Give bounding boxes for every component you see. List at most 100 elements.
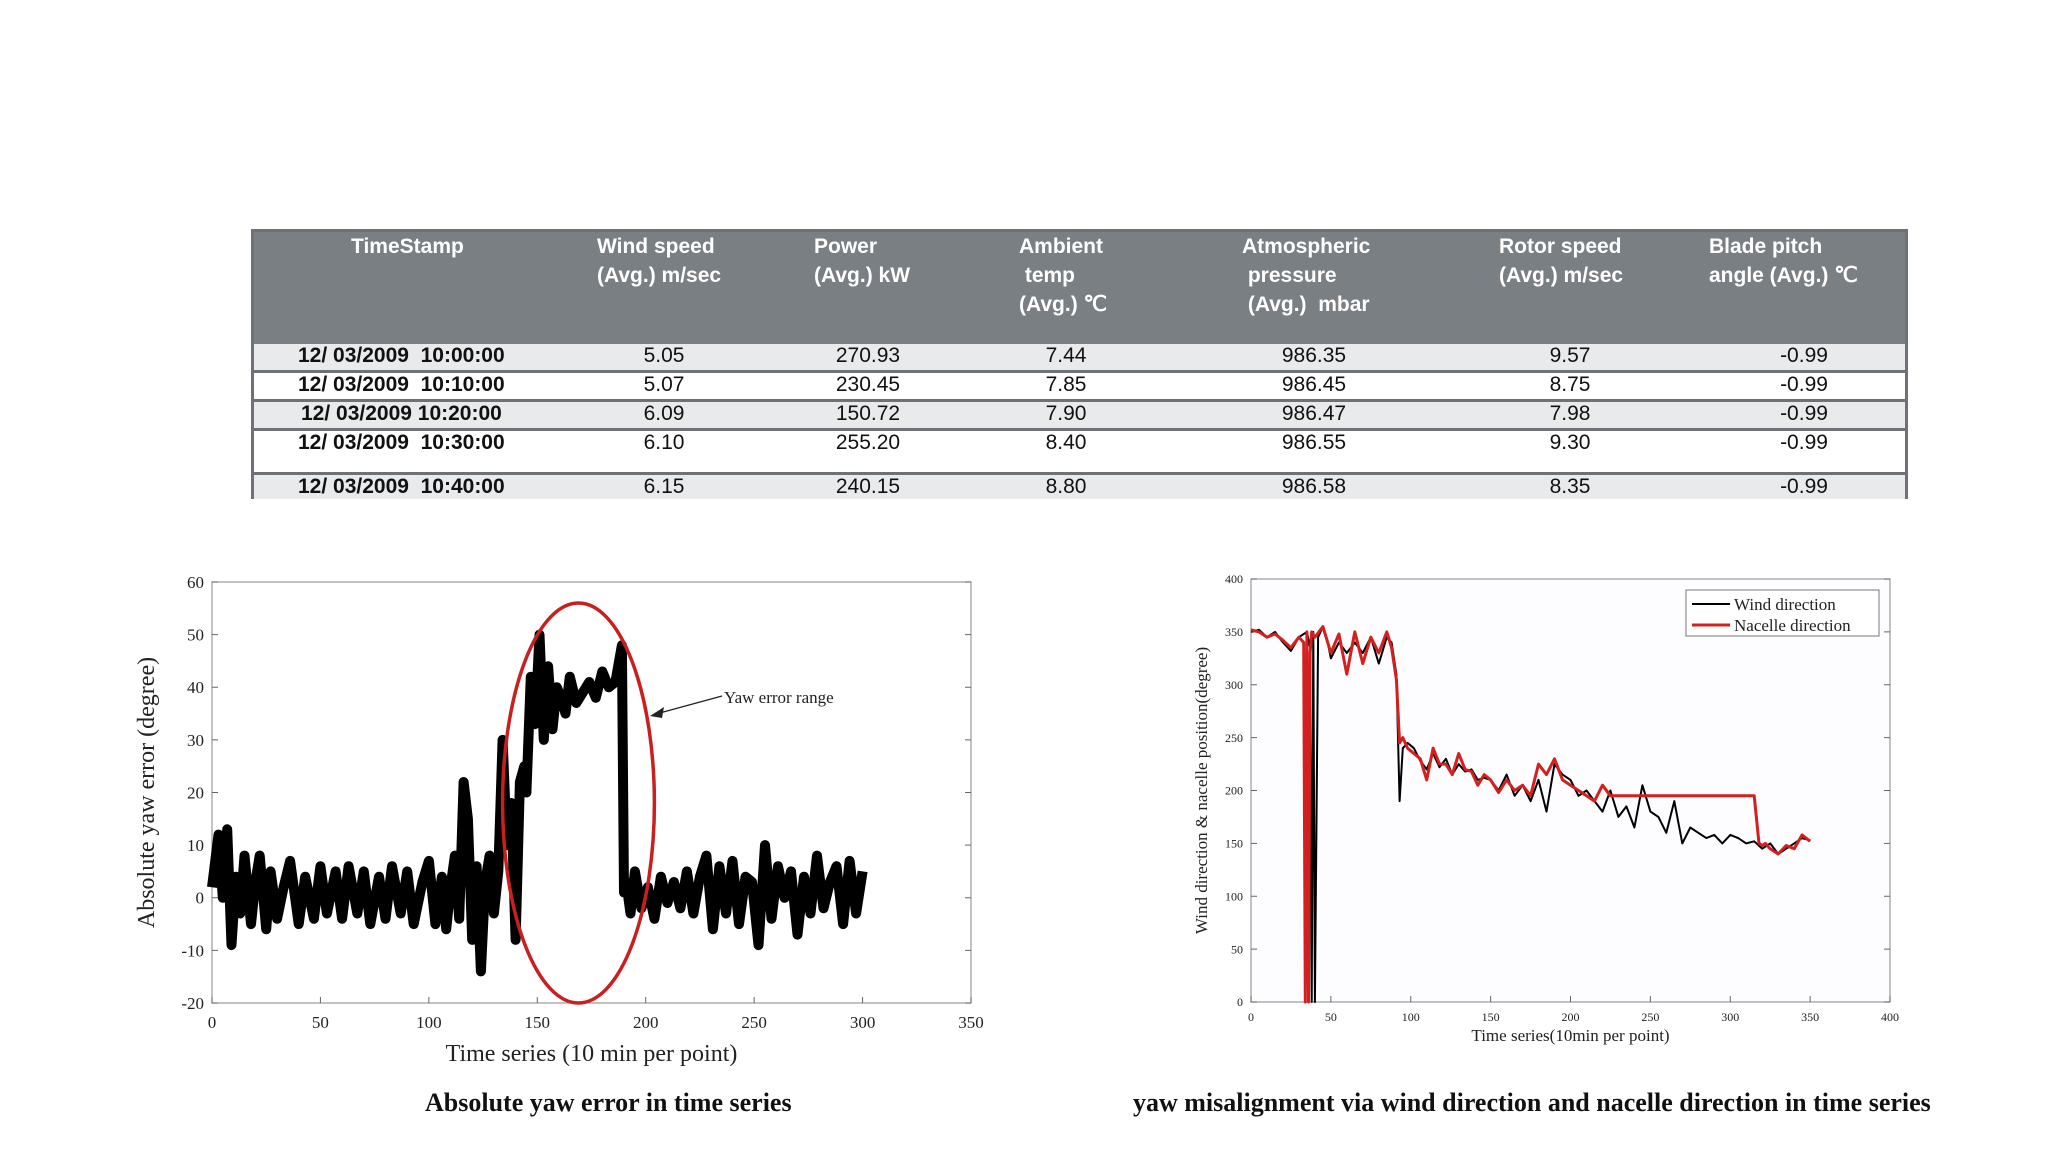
y-tick-label: 200 xyxy=(1225,784,1243,798)
caption-wind-nacelle-chart: yaw misalignment via wind direction and … xyxy=(1133,1088,1931,1117)
x-tick-label: 100 xyxy=(416,1013,442,1032)
y-tick-label: 350 xyxy=(1225,625,1243,639)
col-header-rotor-speed: Rotor speed (Avg.) m/sec xyxy=(1499,235,1624,287)
cell-wind-speed: 6.10 xyxy=(643,431,685,454)
col-header-blade-pitch: Blade pitch angle (Avg.) ℃ xyxy=(1709,235,1858,287)
col-header-wind-speed: Wind speed (Avg.) m/sec xyxy=(597,235,722,287)
table-row: 12/ 03/2009 10:20:00 6.09 150.72 7.90 98… xyxy=(254,402,1905,431)
cell-power: 270.93 xyxy=(835,344,901,367)
x-axis-label: Time series(10min per point) xyxy=(1471,1026,1669,1045)
table-header-row: TimeStamp Wind speed (Avg.) m/sec Power … xyxy=(254,232,1905,344)
cell-timestamp: 12/ 03/2009 10:10:00 xyxy=(298,373,505,396)
cell-blade-pitch: -0.99 xyxy=(1780,373,1828,396)
y-tick-label: 300 xyxy=(1225,678,1243,692)
cell-ambient-temp: 7.85 xyxy=(1045,373,1087,396)
annotation-arrow xyxy=(655,695,723,715)
cell-ambient-temp: 8.40 xyxy=(1045,431,1087,454)
cell-rotor-speed: 8.35 xyxy=(1549,475,1591,498)
y-tick-label: 40 xyxy=(187,678,204,697)
x-tick-label: 50 xyxy=(312,1013,329,1032)
x-tick-label: 300 xyxy=(1721,1010,1739,1024)
cell-blade-pitch: -0.99 xyxy=(1780,402,1828,425)
cell-blade-pitch: -0.99 xyxy=(1780,431,1828,454)
series-line-nacelle-direction xyxy=(1250,625,1812,1004)
cell-rotor-speed: 9.30 xyxy=(1549,431,1591,454)
x-tick-label: 350 xyxy=(1801,1010,1819,1024)
annotation-text: Yaw error range xyxy=(724,688,834,707)
col-header-power: Power (Avg.) kW xyxy=(814,235,911,287)
plot-area xyxy=(211,581,972,1004)
y-tick-label: 50 xyxy=(1231,942,1243,956)
cell-rotor-speed: 9.57 xyxy=(1549,344,1591,367)
cell-pressure: 986.58 xyxy=(1281,475,1347,498)
x-axis-label: Time series (10 min per point) xyxy=(446,1041,738,1067)
cell-ambient-temp: 7.90 xyxy=(1045,402,1087,425)
y-tick-label: -10 xyxy=(181,941,204,960)
y-axis-label: Wind direction & nacelle position(degree… xyxy=(1192,647,1211,934)
x-tick-label: 250 xyxy=(1641,1010,1659,1024)
y-tick-label: 250 xyxy=(1225,731,1243,745)
x-tick-label: 200 xyxy=(1562,1010,1580,1024)
col-header-atmospheric-pressure: Atmospheric pressure (Avg.) mbar xyxy=(1242,235,1371,316)
y-tick-label: 0 xyxy=(1237,995,1243,1009)
cell-pressure: 986.45 xyxy=(1281,373,1347,396)
series-line-absolute-yaw-error xyxy=(207,629,868,977)
y-tick-label: 0 xyxy=(196,889,205,908)
x-tick-label: 250 xyxy=(741,1013,767,1032)
y-tick-label: 20 xyxy=(187,783,204,802)
y-tick-label: 50 xyxy=(187,626,204,645)
x-tick-label: 150 xyxy=(525,1013,551,1032)
col-header-timestamp: TimeStamp xyxy=(351,235,464,258)
cell-pressure: 986.47 xyxy=(1281,402,1347,425)
cell-pressure: 986.55 xyxy=(1281,431,1347,454)
cell-timestamp: 12/ 03/2009 10:20:00 xyxy=(301,402,502,425)
caption-yaw-error-chart: Absolute yaw error in time series xyxy=(425,1088,792,1117)
y-tick-label: 100 xyxy=(1225,889,1243,903)
yaw-error-range-ellipse xyxy=(500,601,657,1005)
annotation-arrowhead xyxy=(650,707,664,718)
y-axis-label: Absolute yaw error (degree) xyxy=(134,657,160,928)
x-tick-label: 150 xyxy=(1482,1010,1500,1024)
series-line-wind-direction xyxy=(1250,625,1811,1003)
table-row: 12/ 03/2009 10:40:00 6.15 240.15 8.80 98… xyxy=(254,475,1905,499)
cell-wind-speed: 6.09 xyxy=(643,402,685,425)
col-header-ambient-temp: Ambient temp (Avg.) ℃ xyxy=(1019,235,1108,316)
cell-pressure: 986.35 xyxy=(1281,344,1347,367)
x-tick-label: 300 xyxy=(850,1013,876,1032)
y-tick-label: 60 xyxy=(187,573,204,592)
cell-ambient-temp: 7.44 xyxy=(1045,344,1087,367)
y-tick-label: 30 xyxy=(187,731,204,750)
legend-box xyxy=(1685,589,1880,637)
plot-area xyxy=(1250,578,1891,1003)
x-tick-label: 0 xyxy=(1248,1010,1254,1024)
table-row: 12/ 03/2009 10:00:00 5.05 270.93 7.44 98… xyxy=(254,344,1905,373)
cell-power: 150.72 xyxy=(835,402,901,425)
cell-rotor-speed: 8.75 xyxy=(1549,373,1591,396)
cell-wind-speed: 5.05 xyxy=(643,344,685,367)
x-tick-label: 50 xyxy=(1325,1010,1337,1024)
y-tick-label: 150 xyxy=(1225,837,1243,851)
cell-wind-speed: 6.15 xyxy=(643,475,685,498)
cell-timestamp: 12/ 03/2009 10:40:00 xyxy=(298,475,505,498)
legend-label: Wind direction xyxy=(1734,595,1836,614)
cell-power: 230.45 xyxy=(835,373,901,396)
cell-ambient-temp: 8.80 xyxy=(1045,475,1087,498)
cell-wind-speed: 5.07 xyxy=(643,373,685,396)
cell-blade-pitch: -0.99 xyxy=(1780,344,1828,367)
y-tick-label: -20 xyxy=(181,994,204,1013)
x-tick-label: 350 xyxy=(958,1013,984,1032)
cell-timestamp: 12/ 03/2009 10:00:00 xyxy=(298,344,505,367)
yaw-error-chart: 0 50 100 150 200 250 300 350 -20 -10 0 10 20 30 40 50 60… xyxy=(134,573,984,1067)
cell-rotor-speed: 7.98 xyxy=(1549,402,1591,425)
wind-turbine-data-table: TimeStamp Wind speed (Avg.) m/sec Power … xyxy=(251,229,1908,499)
cell-power: 240.15 xyxy=(835,475,901,498)
x-tick-label: 200 xyxy=(633,1013,659,1032)
table-row: 12/ 03/2009 10:10:00 5.07 230.45 7.85 98… xyxy=(254,373,1905,402)
y-tick-label: 10 xyxy=(187,836,204,855)
cell-blade-pitch: -0.99 xyxy=(1780,475,1828,498)
legend-label: Nacelle direction xyxy=(1734,616,1851,635)
x-tick-label: 0 xyxy=(208,1013,217,1032)
table-row: 12/ 03/2009 10:30:00 6.10 255.20 8.40 98… xyxy=(254,431,1905,475)
x-tick-label: 100 xyxy=(1402,1010,1420,1024)
x-tick-label: 400 xyxy=(1881,1010,1899,1024)
